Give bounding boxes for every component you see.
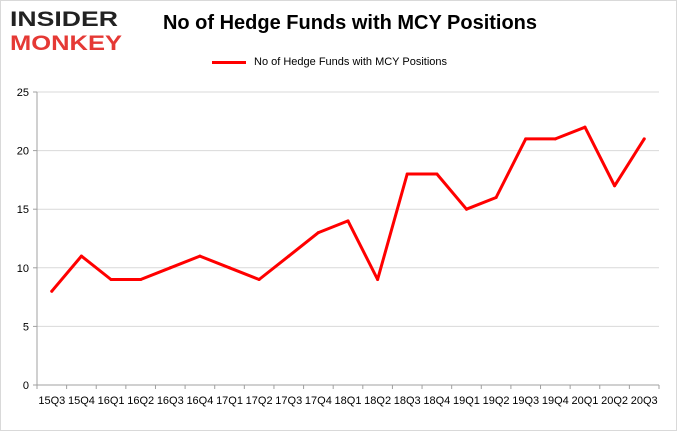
x-tick-label: 17Q1 bbox=[216, 395, 243, 407]
insider-monkey-logo: INSIDER MONKEY bbox=[10, 8, 122, 54]
x-tick-label: 16Q2 bbox=[127, 395, 154, 407]
data-point bbox=[139, 278, 143, 282]
data-point bbox=[642, 137, 646, 141]
y-tick-label: 10 bbox=[17, 263, 29, 275]
x-tick-label: 18Q4 bbox=[423, 395, 450, 407]
data-point bbox=[553, 137, 557, 141]
data-point bbox=[316, 231, 320, 235]
data-point bbox=[257, 278, 261, 282]
data-point bbox=[168, 266, 172, 270]
x-tick-label: 15Q3 bbox=[38, 395, 65, 407]
x-tick-label: 17Q3 bbox=[275, 395, 302, 407]
x-tick-label: 15Q4 bbox=[68, 395, 95, 407]
x-tick-label: 19Q3 bbox=[512, 395, 539, 407]
x-tick-label: 16Q1 bbox=[98, 395, 125, 407]
x-tick-label: 16Q3 bbox=[157, 395, 184, 407]
x-tick-label: 18Q3 bbox=[394, 395, 421, 407]
gridlines bbox=[37, 91, 659, 327]
x-tick-label: 18Q2 bbox=[364, 395, 391, 407]
data-point bbox=[464, 207, 468, 211]
data-point bbox=[109, 278, 113, 282]
data-point bbox=[50, 289, 54, 293]
x-tick-label: 18Q1 bbox=[335, 395, 362, 407]
x-tick-label: 20Q1 bbox=[571, 395, 598, 407]
data-point bbox=[613, 184, 617, 188]
series-layer bbox=[50, 125, 646, 293]
data-point bbox=[198, 254, 202, 258]
y-tick-label: 5 bbox=[23, 321, 29, 333]
data-point bbox=[79, 254, 83, 258]
y-tick-label: 0 bbox=[23, 380, 29, 392]
x-tick-label: 20Q2 bbox=[601, 395, 628, 407]
x-tick-label: 19Q2 bbox=[483, 395, 510, 407]
data-point bbox=[405, 172, 409, 176]
data-point bbox=[376, 278, 380, 282]
data-point bbox=[228, 266, 232, 270]
data-point bbox=[583, 125, 587, 129]
legend: No of Hedge Funds with MCY Positions bbox=[212, 54, 447, 70]
logo-line-monkey: MONKEY bbox=[10, 32, 122, 54]
data-point bbox=[435, 172, 439, 176]
y-axis-ticks: 0 5 10 15 20 25 bbox=[17, 87, 37, 392]
legend-swatch bbox=[212, 60, 246, 64]
x-tick-label: 17Q4 bbox=[305, 395, 332, 407]
data-point bbox=[494, 195, 498, 199]
data-point bbox=[524, 137, 528, 141]
axes bbox=[36, 92, 659, 386]
data-point bbox=[346, 219, 350, 223]
x-tick-label: 16Q4 bbox=[186, 395, 213, 407]
x-axis-ticks: 15Q3 15Q4 16Q1 16Q2 16Q3 16Q4 17Q1 17Q2 17Q3 17Q4… bbox=[36, 385, 660, 407]
x-tick-label: 19Q4 bbox=[542, 395, 569, 407]
logo-line-insider: INSIDER bbox=[10, 8, 118, 31]
y-tick-label: 20 bbox=[17, 146, 29, 158]
x-tick-label: 20Q3 bbox=[631, 395, 658, 407]
x-tick-label: 17Q2 bbox=[246, 395, 273, 407]
chart-title: No of Hedge Funds with MCY Positions bbox=[162, 12, 538, 34]
y-tick-label: 15 bbox=[17, 204, 29, 216]
x-tick-label: 19Q1 bbox=[453, 395, 480, 407]
y-tick-label: 25 bbox=[17, 87, 29, 99]
data-point bbox=[287, 254, 291, 258]
legend-label: No of Hedge Funds with MCY Positions bbox=[254, 56, 447, 68]
